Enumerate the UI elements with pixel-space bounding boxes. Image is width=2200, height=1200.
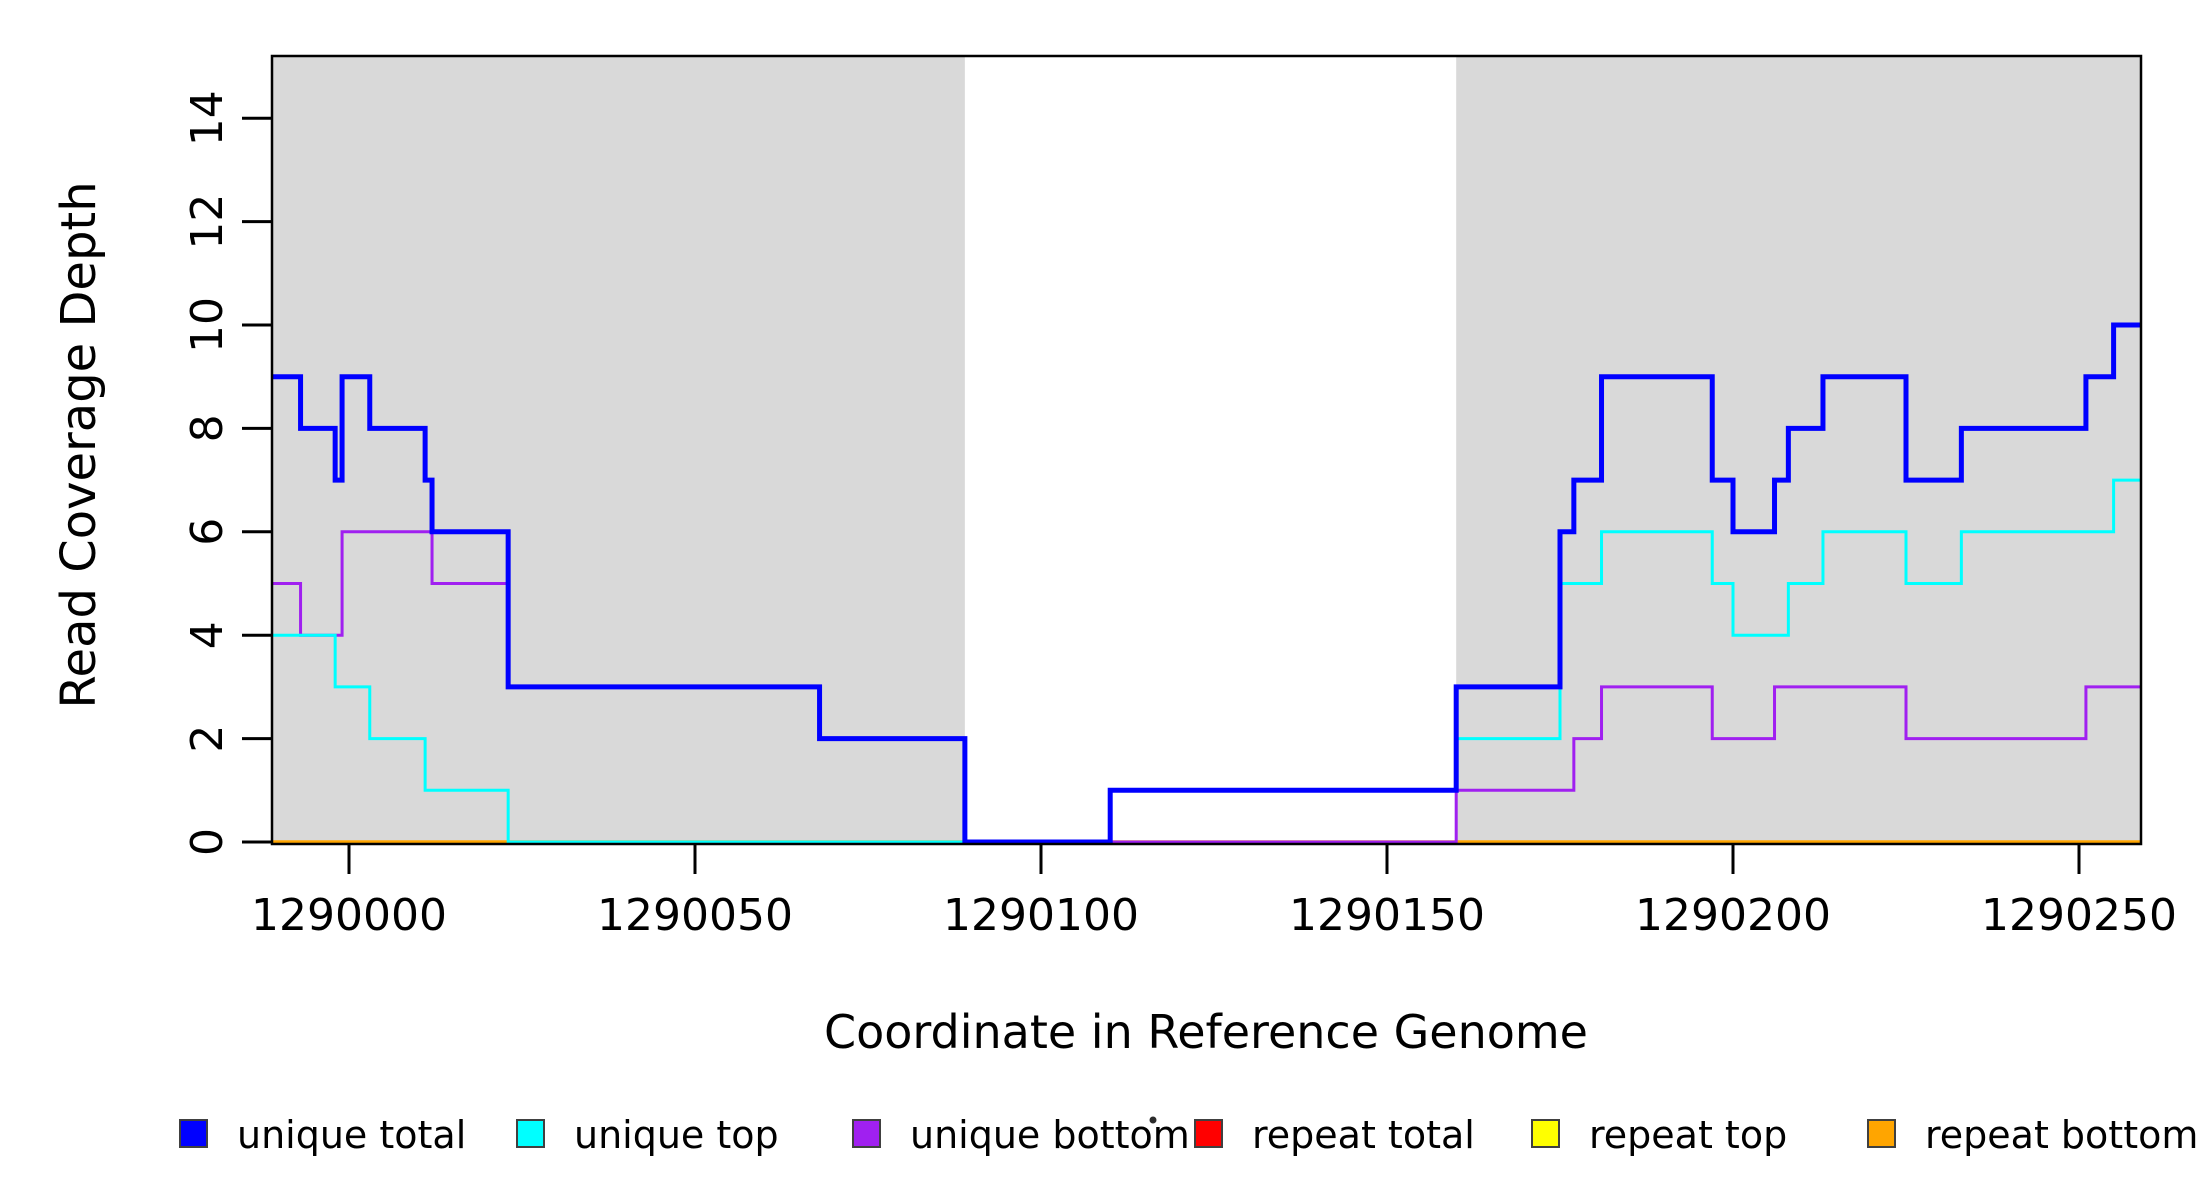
shaded-region [1456,56,2141,844]
legend-label-repeat-total: repeat total [1252,1113,1475,1157]
legend-label-repeat-top: repeat top [1589,1113,1787,1157]
series-line-unique-total [272,322,2141,845]
legend-swatch-repeat-top [1531,1119,1560,1148]
legend-swatch-unique-total [179,1119,208,1148]
legend-swatch-unique-bottom [852,1119,881,1148]
y-tick-label: 14 [182,90,233,146]
series-layer [272,322,2141,845]
x-tick-label: 1290200 [1635,890,1831,941]
y-tick-label: 4 [182,621,233,649]
plot-box-border [270,54,2143,846]
shaded-regions-layer [272,56,2141,844]
y-tick-label: 8 [182,414,233,442]
y-axis-title: Read Coverage Depth [51,181,107,708]
x-tick-label: 1290150 [1289,890,1485,941]
series-line-unique-bottom [272,530,2141,844]
legend-label-unique-bottom: unique bottom [910,1113,1190,1157]
y-tick-label: 0 [182,828,233,856]
y-tick-label: 2 [182,725,233,753]
legend-label-unique-top: unique top [574,1113,779,1157]
x-axis-title: Coordinate in Reference Genome [824,1005,1588,1059]
legend-label-repeat-bottom: repeat bottom [1925,1113,2198,1157]
x-tick-label: 1290050 [597,890,793,941]
y-axis: 0 2 4 6 8 10 12 14 [182,90,272,856]
series-line-unique-top [272,478,2141,844]
legend-swatch-repeat-total [1194,1119,1223,1148]
legend-swatch-repeat-bottom [1867,1119,1896,1148]
x-tick-label: 1290000 [251,890,447,941]
x-axis: 1290000 1290050 1290100 1290150 1290200 12902… [251,844,2177,941]
legend-label-unique-total: unique total [237,1113,466,1157]
y-tick-label: 6 [182,518,233,546]
y-tick-label: 10 [182,297,233,353]
x-tick-label: 1290100 [943,890,1139,941]
y-tick-label: 12 [182,194,233,250]
shaded-region [272,56,965,844]
legend: unique total unique top unique bottom repea… [179,1113,2198,1157]
x-tick-label: 1290250 [1981,890,2177,941]
legend-swatch-unique-top [516,1119,545,1148]
stray-dot [1149,1116,1157,1124]
